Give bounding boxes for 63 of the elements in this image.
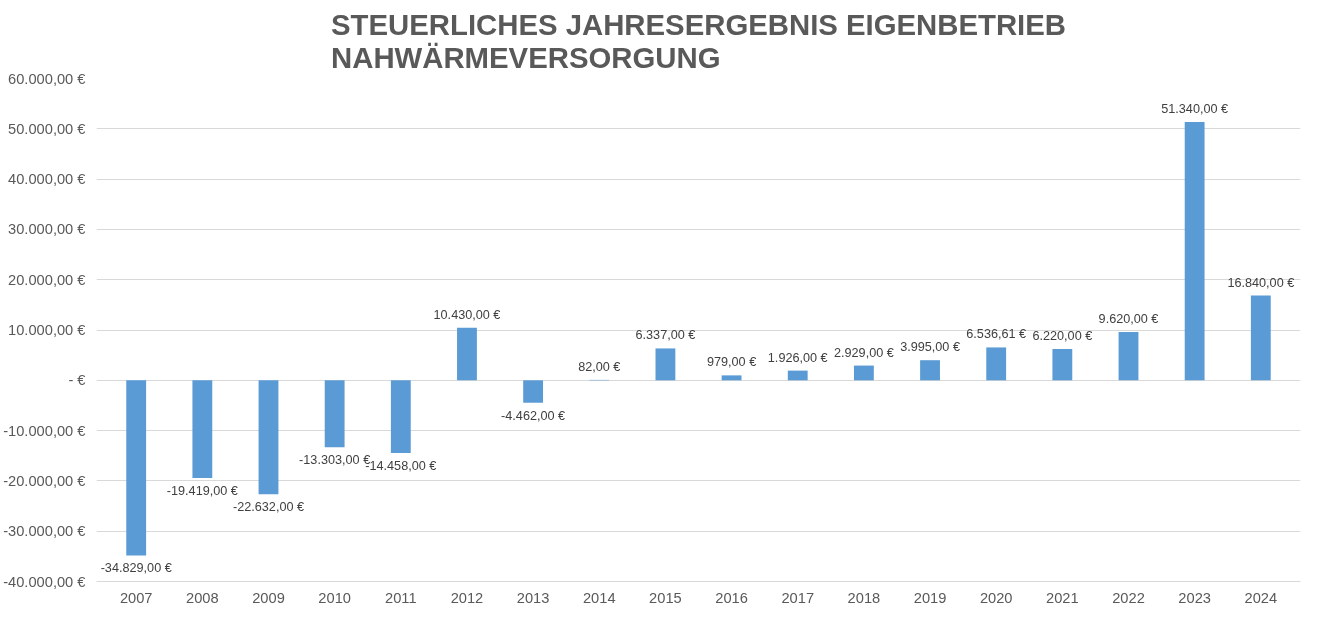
x-tick-label: 2012 [450,589,484,606]
x-tick-label: 2010 [318,589,351,606]
x-tick-label: 2013 [516,589,550,606]
x-tick-label: 2008 [186,589,219,606]
bar [523,380,544,403]
bar [920,360,940,381]
x-tick-label: 2015 [649,589,682,606]
bar [1118,331,1139,381]
data-label: 3.995,00 € [900,340,960,355]
data-label: 6.220,00 € [1032,329,1093,344]
y-tick-label: 10.000,00 € [8,322,86,338]
x-tick-label: 2017 [781,589,815,606]
bar [853,365,874,381]
data-label: -34.829,00 € [100,561,172,576]
x-tick-label: 2020 [979,589,1013,606]
data-label: 51.340,00 € [1161,102,1229,117]
x-tick-label: 2024 [1244,589,1278,606]
data-label: -22.632,00 € [232,500,305,515]
data-label: 979,00 € [706,355,757,370]
data-label: -4.462,00 € [501,408,566,423]
y-tick-label: 20.000,00 € [8,271,86,288]
bar [457,327,477,381]
data-label: 9.620,00 € [1098,311,1159,326]
x-tick-label: 2021 [1046,589,1079,606]
bar [192,380,213,478]
chart-title: STEUERLICHES JAHRESERGEBNIS EIGENBETRIEB NAHWÄRMEVERSORGUNG [331,7,1066,74]
x-tick-label: 2023 [1178,589,1211,606]
bar [126,380,147,556]
bar [1052,349,1073,381]
y-tick-label: -40.000,00 € [3,573,86,590]
data-label: 82,00 € [578,359,621,374]
x-tick-label: 2018 [847,589,881,606]
data-label: 1.926,00 € [767,350,828,365]
y-tick-label: -30.000,00 € [3,523,86,540]
bar [1250,295,1271,381]
bar [324,380,345,448]
x-tick-label: 2019 [913,589,947,606]
y-tick-label: 60.000,00 € [8,70,86,87]
data-label: 6.536,61 € [966,327,1027,342]
y-tick-label: 40.000,00 € [8,171,86,188]
x-tick-label: 2007 [119,589,153,606]
y-tick-label: -20.000,00 € [3,472,86,489]
bar [721,375,742,381]
bar [655,348,676,381]
x-tick-label: 2014 [582,589,616,606]
bar [986,347,1007,381]
x-tick-label: 2016 [715,589,748,606]
bar [390,380,411,454]
x-tick-label: 2022 [1112,589,1145,606]
y-tick-label: 30.000,00 € [8,221,86,238]
x-tick-label: 2011 [385,589,417,606]
bar [258,380,279,495]
data-label: 10.430,00 € [433,307,501,322]
y-tick-label: - € [68,372,86,389]
data-label: 6.337,00 € [635,328,696,343]
y-tick-label: -10.000,00 € [3,422,86,439]
data-label: 16.840,00 € [1227,275,1295,290]
y-tick-label: 50.000,00 € [8,120,86,137]
x-tick-label: 2009 [252,589,285,606]
bar [787,370,808,381]
data-label: -19.419,00 € [166,483,238,498]
bar [1184,122,1205,381]
data-label: 2.929,00 € [833,345,894,360]
